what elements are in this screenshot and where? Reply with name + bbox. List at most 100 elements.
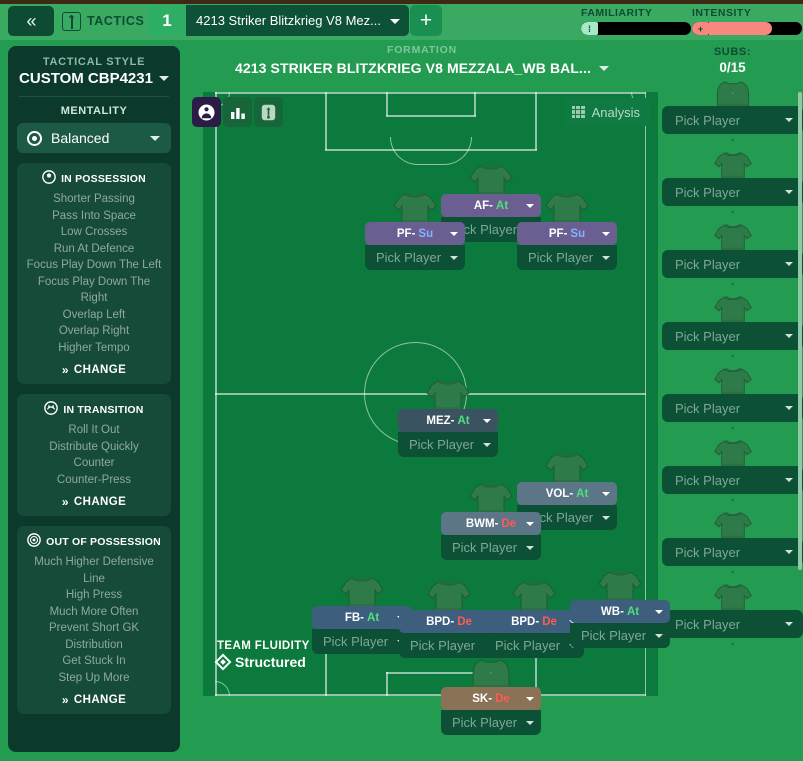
- change-instructions-button[interactable]: » CHANGE: [23, 363, 165, 377]
- sub-slot[interactable]: Pick Player -: [662, 79, 803, 147]
- fluidity-diamond-icon: [214, 653, 232, 671]
- player-marker[interactable]: FB - At Pick Player: [312, 576, 412, 654]
- role-duty-dropdown[interactable]: BPD - De: [399, 610, 499, 633]
- player-shirt-icon: [544, 192, 590, 226]
- role-duty-dropdown[interactable]: BWM - De: [441, 512, 541, 535]
- role-duty-dropdown[interactable]: AF - At: [441, 194, 541, 217]
- player-marker[interactable]: VOL - At Pick Player: [517, 452, 617, 530]
- sub-slot[interactable]: Pick Player -: [662, 583, 803, 651]
- subs-scrollbar[interactable]: [798, 92, 802, 570]
- pick-player-dropdown[interactable]: Pick Player: [662, 250, 803, 278]
- pick-player-dropdown[interactable]: Pick Player: [517, 245, 617, 270]
- sub-slot[interactable]: Pick Player -: [662, 223, 803, 291]
- pick-player-dropdown[interactable]: Pick Player: [662, 394, 803, 422]
- pick-player-dropdown[interactable]: Pick Player: [312, 629, 412, 654]
- tactic-slot-number: 1: [148, 5, 186, 36]
- tactic-name-label: 4213 Striker Blitzkrieg V8 Mez...: [196, 13, 381, 28]
- role-duty-dropdown[interactable]: PF - Su: [517, 222, 617, 245]
- role-duty-dropdown[interactable]: SK - De: [441, 687, 541, 710]
- player-marker[interactable]: WB - At Pick Player: [570, 570, 670, 648]
- player-roles-view-button[interactable]: [192, 97, 221, 127]
- role-code: PF: [548, 227, 564, 240]
- tactic-selector[interactable]: 1 4213 Striker Blitzkrieg V8 Mez...: [148, 5, 409, 36]
- sub-slot[interactable]: Pick Player -: [662, 367, 803, 435]
- role-duty-separator: -: [488, 692, 493, 705]
- chevron-down-icon: [526, 545, 534, 550]
- player-marker[interactable]: SK - De Pick Player: [441, 657, 541, 735]
- change-label: CHANGE: [73, 694, 127, 706]
- chevron-down-icon: [150, 135, 160, 141]
- pick-player-dropdown[interactable]: Pick Player: [484, 633, 584, 658]
- role-duty-dropdown[interactable]: FB - At: [312, 606, 412, 629]
- instruction-item: Focus Play Down The Right: [37, 275, 151, 305]
- chevron-down-icon: [785, 478, 793, 482]
- pick-player-dropdown[interactable]: Pick Player: [662, 322, 803, 350]
- pick-player-dropdown[interactable]: Pick Player: [662, 610, 803, 638]
- role-code: VOL: [545, 487, 570, 500]
- player-marker[interactable]: BPD - De Pick Player: [484, 580, 584, 658]
- pick-player-dropdown[interactable]: Pick Player: [365, 245, 465, 270]
- role-duty-dropdown[interactable]: WB - At: [570, 600, 670, 623]
- pitch-line-bottom-goal-line: [215, 694, 646, 696]
- pick-player-dropdown[interactable]: Pick Player: [662, 106, 803, 134]
- tactical-style-dropdown[interactable]: CUSTOM CBP4231: [17, 70, 171, 87]
- player-marker[interactable]: PF - Su Pick Player: [365, 192, 465, 270]
- intensity-meter[interactable]: INTENSITY +: [692, 7, 802, 35]
- instruction-item: Roll It Out: [68, 424, 120, 436]
- role-code: WB: [600, 605, 621, 618]
- sub-slot[interactable]: Pick Player -: [662, 151, 803, 219]
- intensity-knob-icon: +: [692, 22, 709, 35]
- pick-player-dropdown[interactable]: Pick Player: [662, 466, 803, 494]
- player-marker[interactable]: BPD - De Pick Player: [399, 580, 499, 658]
- analysis-button[interactable]: Analysis: [563, 98, 650, 126]
- sub-slot[interactable]: Pick Player -: [662, 439, 803, 507]
- player-marker[interactable]: PF - Su Pick Player: [517, 192, 617, 270]
- pick-player-label: Pick Player: [675, 400, 741, 416]
- role-duty-separator: -: [450, 615, 455, 628]
- role-duty-dropdown[interactable]: BPD - De: [484, 610, 584, 633]
- tactic-name-dropdown[interactable]: 4213 Striker Blitzkrieg V8 Mez...: [186, 5, 409, 36]
- role-duty-separator: -: [569, 487, 574, 500]
- player-shirt-icon: [597, 570, 643, 604]
- team-fluidity[interactable]: TEAM FLUIDITY Structured: [214, 640, 310, 671]
- role-duty-dropdown[interactable]: PF - Su: [365, 222, 465, 245]
- role-duty-dropdown[interactable]: VOL - At: [517, 482, 617, 505]
- change-instructions-button[interactable]: » CHANGE: [23, 693, 165, 707]
- player-marker[interactable]: BWM - De Pick Player: [441, 482, 541, 560]
- pitch-line-top-box-left: [325, 92, 327, 150]
- sub-slot[interactable]: Pick Player -: [662, 511, 803, 579]
- familiarity-meter[interactable]: FAMILIARITY ⁞: [581, 7, 691, 35]
- pick-player-dropdown[interactable]: Pick Player: [441, 710, 541, 735]
- pick-player-label: Pick Player: [675, 328, 741, 344]
- mentality-value: Balanced: [51, 130, 110, 146]
- pitch[interactable]: AF - At Pick Player PF - Su Pick Player PF - Su…: [203, 92, 670, 735]
- tactical-style-value: CUSTOM CBP4231: [19, 70, 153, 87]
- team-fluidity-label: TEAM FLUIDITY: [217, 640, 310, 652]
- change-instructions-button[interactable]: » CHANGE: [23, 495, 165, 509]
- role-duty-dropdown[interactable]: MEZ - At: [398, 409, 498, 432]
- pitch-line-bottom-six-edge: [386, 672, 476, 674]
- duty-code: De: [457, 615, 472, 628]
- pick-player-dropdown[interactable]: Pick Player: [441, 535, 541, 560]
- formation-name-dropdown[interactable]: 4213 STRIKER BLITZKRIEG V8 MEZZALA_WB BA…: [186, 60, 658, 76]
- stats-view-button[interactable]: [223, 97, 252, 127]
- instructions-view-button[interactable]: [254, 97, 283, 127]
- mentality-dial-icon: [27, 130, 42, 146]
- add-tactic-button[interactable]: +: [410, 5, 442, 36]
- pick-player-dropdown[interactable]: Pick Player: [570, 623, 670, 648]
- pick-player-dropdown[interactable]: Pick Player: [398, 432, 498, 457]
- pick-player-dropdown[interactable]: Pick Player: [662, 178, 803, 206]
- collapse-sidebar-button[interactable]: «: [8, 6, 54, 36]
- mentality-dropdown[interactable]: Balanced: [17, 123, 171, 153]
- instruction-item: Distribution: [65, 638, 123, 651]
- chevron-down-icon: [526, 696, 534, 701]
- pitch-line-top-six-left: [386, 92, 388, 116]
- intensity-bar: +: [692, 22, 802, 35]
- pick-player-dropdown[interactable]: Pick Player: [662, 538, 803, 566]
- player-marker[interactable]: MEZ - At Pick Player: [398, 379, 498, 457]
- pick-player-dropdown[interactable]: Pick Player: [399, 633, 499, 658]
- instruction-item: Much More Often: [49, 605, 139, 618]
- sub-slot[interactable]: Pick Player -: [662, 295, 803, 363]
- player-shirt-icon: [713, 583, 753, 613]
- subs-list: Pick Player - Pick Player - Pick Player - Pick…: [662, 79, 803, 651]
